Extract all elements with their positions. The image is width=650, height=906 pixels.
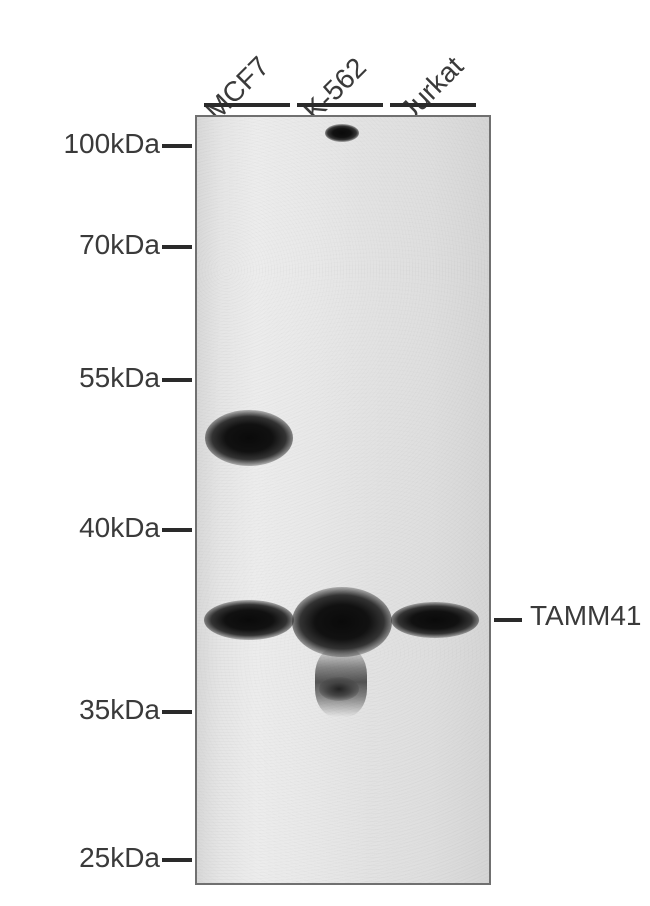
mw-label-35: 35kDa [79, 694, 160, 726]
mw-label-40: 40kDa [79, 512, 160, 544]
mw-tick [162, 245, 192, 249]
lane-bar [204, 103, 290, 107]
mw-tick [162, 528, 192, 532]
lane-bar [297, 103, 383, 107]
lane-bar [390, 103, 476, 107]
band-mcf7-tamm41 [204, 600, 294, 640]
band-k562-top [325, 124, 359, 142]
mw-tick [162, 710, 192, 714]
mw-label-100: 100kDa [63, 128, 160, 160]
mw-tick [162, 378, 192, 382]
band-jurkat-tamm41 [391, 602, 479, 638]
protein-tick [494, 618, 522, 622]
protein-label-tamm41: TAMM41 [530, 600, 642, 632]
mw-label-70: 70kDa [79, 229, 160, 261]
mw-tick [162, 858, 192, 862]
mw-label-25: 25kDa [79, 842, 160, 874]
band-k562-smear-spot [319, 677, 359, 701]
band-mcf7-upper [205, 410, 293, 466]
blot-noise [197, 117, 489, 883]
mw-tick [162, 144, 192, 148]
western-blot-figure: { "figure": { "type": "western-blot", "b… [0, 0, 650, 906]
blot-membrane [195, 115, 491, 885]
mw-label-55: 55kDa [79, 362, 160, 394]
